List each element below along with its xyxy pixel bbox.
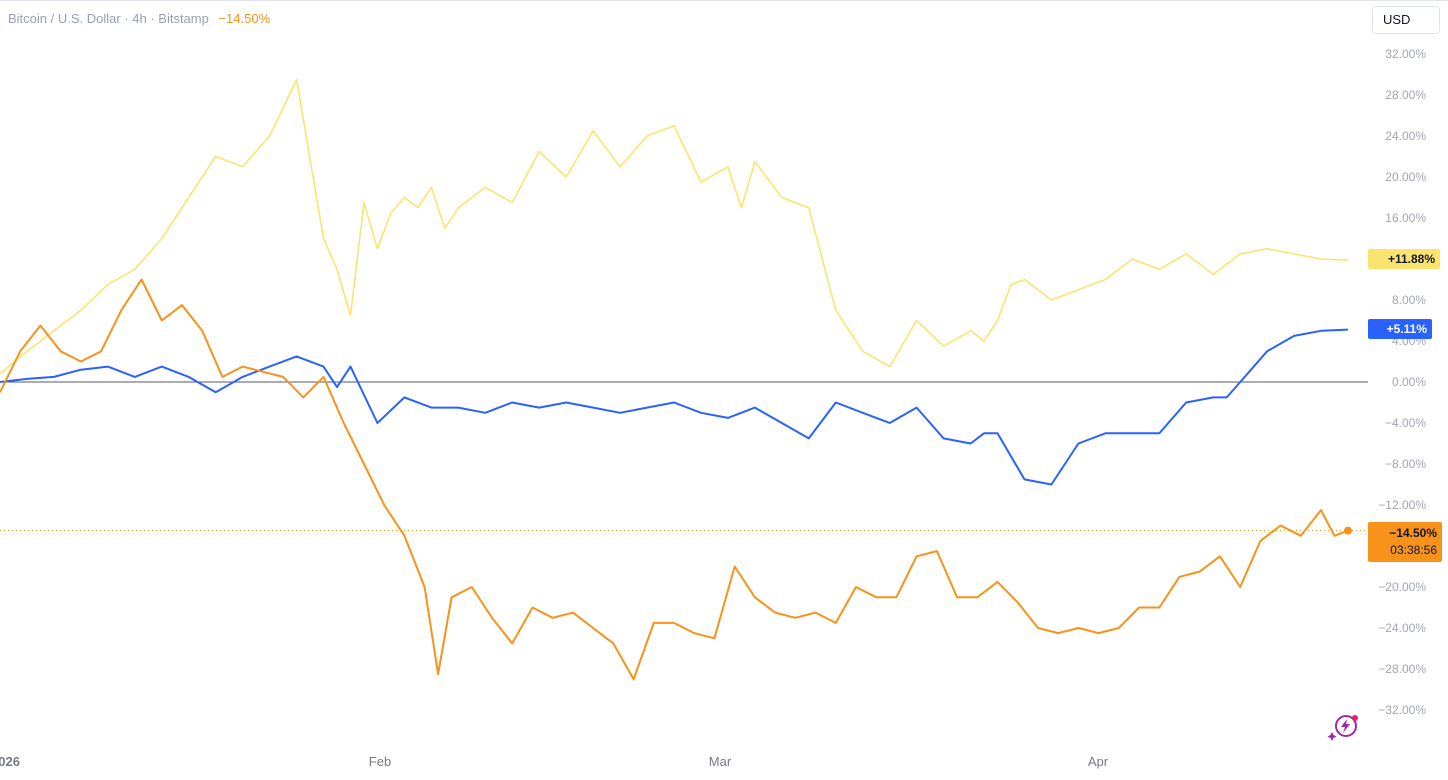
currency-button[interactable]: USD	[1372, 6, 1440, 34]
symbol-title: Bitcoin / U.S. Dollar · 4h · Bitstamp	[8, 11, 209, 26]
y-tick-label: 28.00%	[1385, 88, 1426, 102]
y-tick-label: −32.00%	[1378, 703, 1426, 717]
series-orange-value: −14.50%	[1389, 526, 1437, 540]
y-tick-label: −28.00%	[1378, 662, 1426, 676]
symbol-change: −14.50%	[218, 11, 271, 26]
y-tick-label: 20.00%	[1385, 170, 1426, 184]
series-yellow-value-badge: +11.88%	[1368, 249, 1440, 269]
top-border	[0, 0, 1448, 1]
bar-countdown: 03:38:56	[1390, 543, 1437, 557]
y-tick-label: −12.00%	[1378, 498, 1426, 512]
y-tick-label: 16.00%	[1385, 211, 1426, 225]
x-tick-label: Apr	[1088, 754, 1109, 769]
y-tick-label: −4.00%	[1385, 416, 1426, 430]
series-line-orange	[0, 278, 1349, 681]
symbol-legend[interactable]: Bitcoin / U.S. Dollar · 4h · Bitstamp −1…	[8, 11, 270, 26]
y-tick-label: −8.00%	[1385, 457, 1426, 471]
y-tick-label: 24.00%	[1385, 129, 1426, 143]
y-tick-label: −20.00%	[1378, 580, 1426, 594]
series-line-yellow	[0, 78, 1349, 375]
series-orange-end-dot	[1344, 526, 1352, 535]
x-tick-label: 2026	[0, 754, 20, 769]
series-blue-value-badge: +5.11%	[1368, 319, 1432, 339]
y-tick-label: 32.00%	[1385, 47, 1426, 61]
x-tick-label: Feb	[369, 754, 391, 769]
x-tick-label: Mar	[709, 754, 732, 769]
series-line-blue	[0, 328, 1349, 486]
sparkle-lightning-icon[interactable]	[1326, 710, 1362, 744]
y-tick-label: 0.00%	[1392, 375, 1426, 389]
y-tick-label: 8.00%	[1392, 293, 1426, 307]
series-orange-value-badge: −14.50% 03:38:56	[1368, 522, 1442, 562]
y-tick-label: −24.00%	[1378, 621, 1426, 635]
